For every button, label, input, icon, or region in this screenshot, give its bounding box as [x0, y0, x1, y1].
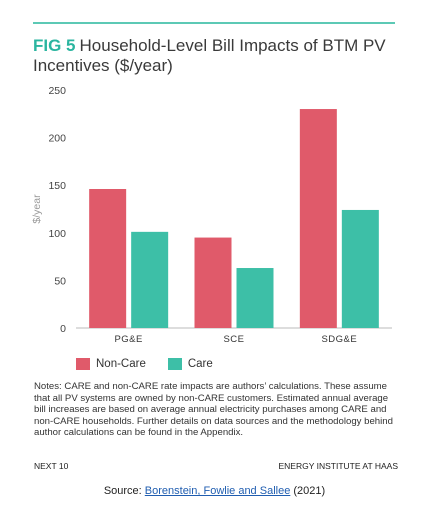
y-axis-label: $/year [31, 194, 43, 224]
legend-item: Care [167, 358, 213, 370]
bar-chart: 0 50 100 150 200 250 $/year PG&E SCE SDG&E [31, 85, 392, 345]
bar-care-3 [341, 209, 379, 328]
x-tick-label: SCE [223, 334, 244, 345]
bar-non-care-3 [299, 109, 337, 328]
legend-label: Non-Care [96, 358, 146, 370]
y-tick-label: 200 [48, 133, 66, 145]
bar-care-1 [131, 231, 169, 328]
y-tick-label: 100 [48, 228, 66, 240]
legend-label: Care [187, 358, 213, 370]
legend-swatch [76, 358, 90, 370]
x-tick-label: PG&E [114, 334, 142, 345]
source-link[interactable]: Borenstein, Fowlie and Sallee [144, 485, 291, 497]
figure-notes: Notes: CARE and non-CARE rate impacts ar… [34, 381, 393, 439]
figure-label: FIG 5 [33, 36, 76, 55]
bar-non-care-2 [194, 237, 232, 328]
figure-title: FIG 5 Household-Level Bill Impacts of BTM… [33, 36, 403, 76]
source-suffix: (2021) [290, 485, 326, 497]
footer-publisher-left: NEXT 10 [34, 461, 69, 471]
x-tick-label: SDG&E [321, 334, 357, 345]
y-tick-label: 150 [48, 180, 66, 192]
source-prefix: Source: [103, 485, 145, 497]
source-line: Source: Borenstein, Fowlie and Sallee (2… [0, 485, 429, 497]
footer-publisher-right: ENERGY INSTITUTE AT HAAS [278, 461, 399, 471]
y-tick-label: 250 [48, 85, 66, 97]
bar-care-2 [236, 268, 274, 328]
bar-non-care-1 [89, 189, 127, 328]
legend-item: Non-Care [76, 358, 146, 370]
legend-swatch [167, 358, 182, 370]
y-tick-label: 0 [60, 323, 66, 335]
top-divider [33, 22, 395, 24]
chart-legend: Non-Care Care [76, 358, 235, 370]
y-tick-label: 50 [54, 275, 66, 287]
figure-title-text: Household-Level Bill Impacts of BTM PV I… [33, 36, 386, 75]
